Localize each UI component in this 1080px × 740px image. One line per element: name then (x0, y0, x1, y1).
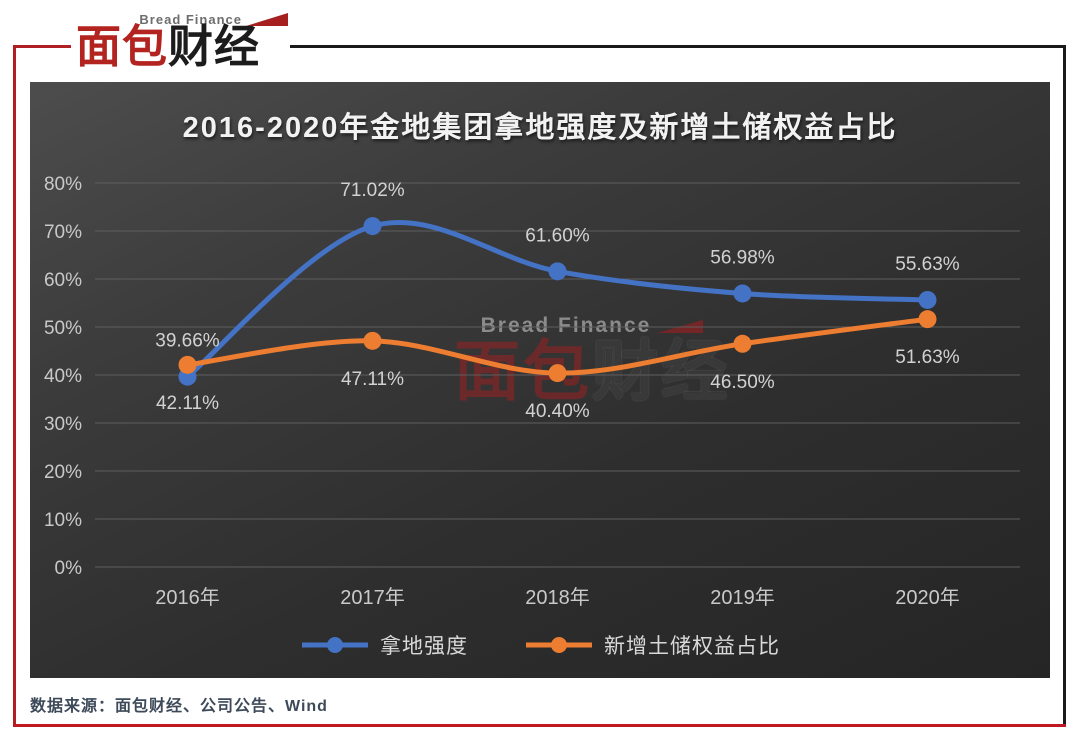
legend-item-series-0: 拿地强度 (300, 630, 468, 660)
frame-right-border (1063, 45, 1066, 727)
data-point (733, 284, 752, 303)
data-point (363, 217, 382, 236)
y-axis-tick-label: 20% (44, 462, 82, 483)
y-axis-tick-label: 50% (44, 318, 82, 339)
legend-label: 新增土储权益占比 (604, 635, 780, 658)
x-axis-label: 2020年 (895, 586, 960, 609)
data-label: 51.63% (895, 347, 960, 368)
frame-top-black-segment (288, 45, 1066, 48)
bread-finance-logo: Bread Finance 面包财经 (74, 2, 290, 80)
legend-marker-line-dot-icon (302, 637, 368, 653)
data-label: 61.60% (525, 225, 590, 246)
data-label: 47.11% (341, 369, 404, 390)
data-label: 56.98% (710, 247, 775, 268)
y-axis-tick-label: 70% (44, 222, 82, 243)
data-label: 42.11% (156, 393, 219, 414)
y-axis-tick-label: 0% (55, 558, 83, 579)
x-axis-label: 2018年 (525, 586, 590, 609)
chart-legend: 拿地强度 新增土储权益占比 (30, 630, 1050, 660)
frame-left-border (13, 45, 16, 727)
data-source-note: 数据来源：面包财经、公司公告、Wind (30, 698, 328, 715)
chart-title: 2016-2020年金地集团拿地强度及新增土储权益占比 (182, 112, 898, 144)
y-axis-tick-label: 10% (44, 510, 82, 531)
data-label: 46.50% (710, 372, 775, 393)
y-axis-tick-label: 40% (44, 366, 82, 387)
legend-marker-line-dot-icon (526, 637, 592, 653)
logo-zh-red: 面包 (76, 21, 169, 72)
data-point (733, 334, 752, 353)
y-axis-tick-label: 60% (44, 270, 82, 291)
y-axis-tick-label: 80% (44, 174, 82, 195)
data-label: 39.66% (155, 331, 220, 352)
logo-swoosh-icon (246, 13, 288, 26)
x-axis-label: 2017年 (340, 586, 405, 609)
logo-brand-zh: 面包财经 (76, 24, 260, 69)
legend-item-series-1: 新增土储权益占比 (524, 630, 780, 660)
data-label: 40.40% (525, 401, 590, 422)
frame-bottom-border (13, 724, 1066, 727)
data-point (363, 331, 382, 350)
legend-label: 拿地强度 (380, 635, 468, 658)
frame-top-red-segment (13, 45, 71, 48)
y-axis-tick-label: 30% (44, 414, 82, 435)
data-point (918, 310, 937, 329)
data-point (548, 364, 567, 383)
data-label: 55.63% (895, 254, 960, 275)
data-point (548, 262, 567, 281)
logo-brand-en: Bread Finance (139, 12, 242, 27)
data-point (918, 290, 937, 309)
logo-zh-black: 财经 (168, 21, 261, 72)
chart-panel: Bread Finance 面包财经 2016-2020年金地集团拿地强度及新增… (30, 82, 1050, 678)
x-axis-label: 2016年 (155, 586, 220, 609)
x-axis-label: 2019年 (710, 586, 775, 609)
data-label: 71.02% (340, 180, 405, 201)
data-point (178, 355, 197, 374)
line-chart: 0% 10% 20% 30% 40% 50% 60% 70% 80% 2016年 2017年 2018… (44, 174, 1020, 609)
